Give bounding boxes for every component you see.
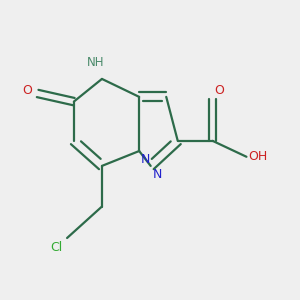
Text: O: O — [214, 83, 224, 97]
Text: N: N — [152, 168, 162, 181]
Text: N: N — [141, 153, 150, 166]
Text: Cl: Cl — [50, 242, 62, 254]
Text: OH: OH — [248, 150, 267, 163]
Text: O: O — [23, 84, 33, 97]
Text: NH: NH — [86, 56, 104, 69]
